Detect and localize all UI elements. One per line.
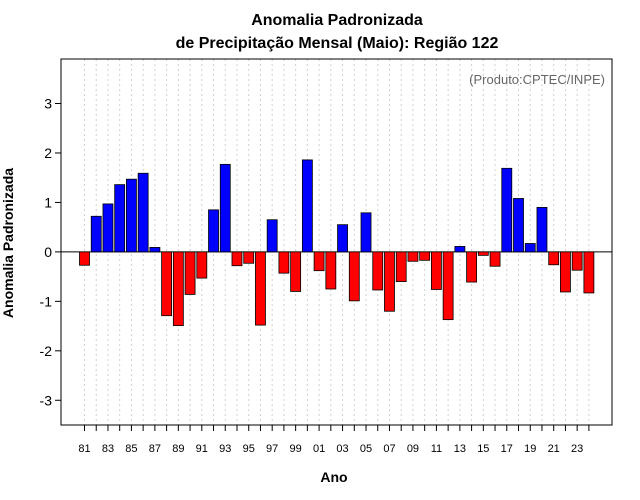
x-tick-label: 91 (196, 443, 208, 455)
bar-95 (243, 251, 255, 264)
x-tick-label: 23 (571, 443, 583, 455)
bar-16 (489, 251, 501, 267)
x-tick-label: 99 (290, 443, 302, 455)
x-tick-label: 17 (501, 443, 513, 455)
chart-title: Anomalia Padronizada (251, 12, 423, 29)
y-axis-label: Anomalia Padronizada (0, 168, 16, 318)
bar-93 (219, 163, 231, 253)
x-tick-label: 81 (78, 443, 90, 455)
bar-11 (430, 251, 442, 290)
bar-83 (102, 203, 114, 253)
x-tick-label: 21 (548, 443, 560, 455)
bar-82 (90, 215, 102, 253)
y-tick-label: 3 (44, 96, 52, 112)
x-axis: 81 83 85 87 89 91 93 95 97 99 01 03 05 07 09 11 13 15 17 19… (78, 425, 590, 455)
bar-90 (184, 251, 196, 295)
bar-22 (560, 251, 571, 293)
x-tick-label: 13 (454, 443, 466, 455)
bar-91 (196, 251, 208, 279)
bar-86 (137, 172, 149, 253)
x-tick-label: 83 (102, 443, 114, 455)
x-tick-label: 11 (431, 443, 442, 455)
bar-19 (524, 243, 536, 253)
bar-21 (548, 251, 560, 266)
bar-99 (290, 251, 302, 292)
bar-87 (149, 247, 161, 253)
gridlines (84, 59, 590, 425)
bar-98 (278, 251, 290, 274)
bar-13 (454, 246, 466, 253)
bar-88 (161, 251, 173, 317)
x-tick-label: 85 (125, 443, 137, 455)
bar-96 (255, 251, 266, 326)
bar-02 (325, 251, 337, 290)
bars (79, 159, 595, 326)
y-tick-label: 1 (44, 194, 52, 210)
x-tick-label: 05 (360, 443, 372, 455)
bar-12 (442, 251, 454, 321)
bar-09 (407, 251, 419, 262)
x-tick-label: 07 (383, 443, 395, 455)
x-tick-label: 95 (243, 443, 255, 455)
bar-15 (477, 251, 489, 256)
bar-84 (114, 184, 126, 253)
bar-92 (208, 209, 219, 253)
credit-text: (Produto:CPTEC/INPE) (469, 72, 605, 87)
plot-frame (60, 58, 613, 426)
bar-89 (172, 251, 184, 326)
x-tick-label: 09 (407, 443, 419, 455)
x-tick-label: 93 (219, 443, 231, 455)
x-tick-label: 03 (336, 443, 348, 455)
y-tick-label: 2 (44, 145, 52, 161)
bar-81 (79, 251, 90, 266)
bar-17 (501, 167, 513, 253)
y-tick-label: -3 (40, 392, 53, 408)
x-tick-label: 97 (266, 443, 278, 455)
bar-01 (313, 251, 325, 272)
y-tick-label: -2 (40, 343, 53, 359)
bar-24 (583, 251, 595, 294)
x-axis-label: Ano (320, 469, 347, 485)
bar-14 (466, 251, 477, 283)
bar-06 (372, 251, 384, 291)
y-tick-label: -1 (40, 293, 53, 309)
bar-18 (513, 198, 524, 253)
x-tick-label: 15 (477, 443, 489, 455)
bar-03 (337, 224, 348, 253)
x-tick-label: 87 (149, 443, 161, 455)
bar-00 (301, 159, 313, 253)
bar-04 (348, 251, 360, 302)
bar-07 (384, 251, 395, 312)
bar-94 (231, 251, 243, 267)
x-tick-label: 19 (524, 443, 536, 455)
bar-97 (266, 219, 278, 253)
x-tick-label: 89 (172, 443, 184, 455)
bar-20 (536, 206, 548, 253)
y-tick-label: 0 (44, 244, 52, 260)
bar-85 (126, 178, 137, 253)
bar-10 (419, 251, 431, 261)
x-tick-label: 01 (313, 443, 325, 455)
bar-05 (360, 212, 372, 253)
bar-23 (571, 251, 583, 271)
chart-subtitle: de Precipitação Mensal (Maio): Região 12… (176, 35, 499, 52)
bar-08 (395, 251, 407, 282)
y-axis: -3 -2 -1 0 1 2 3 (40, 96, 61, 408)
